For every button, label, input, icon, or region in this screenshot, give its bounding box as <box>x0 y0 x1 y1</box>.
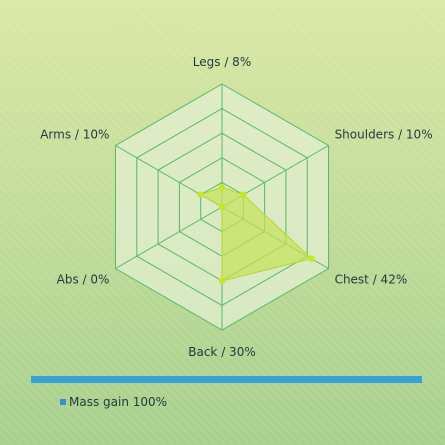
axis-label-arms: Arms / 10% <box>40 128 109 142</box>
data-point-abs[interactable] <box>218 203 226 211</box>
radar-series <box>197 184 315 285</box>
axis-labels: Legs / 8% Shoulders / 10% Chest / 42% Back … <box>40 55 432 359</box>
legend-label[interactable]: Mass gain 100% <box>69 395 167 409</box>
legend-swatch <box>60 399 66 405</box>
legend: Mass gain 100% <box>31 376 422 409</box>
axis-label-legs: Legs / 8% <box>193 55 251 69</box>
axis-label-chest: Chest / 42% <box>335 273 408 287</box>
spoke-abs <box>115 206 223 269</box>
data-point-shoulders[interactable] <box>240 191 247 198</box>
axis-label-shoulders: Shoulders / 10% <box>335 128 433 142</box>
legend-bar <box>31 376 422 383</box>
axis-label-back: Back / 30% <box>188 345 255 359</box>
axis-label-abs: Abs / 0% <box>57 273 110 287</box>
data-point-back[interactable] <box>218 277 226 285</box>
data-point-legs[interactable] <box>218 184 226 191</box>
data-point-chest[interactable] <box>308 255 315 262</box>
data-point-arms[interactable] <box>197 191 204 198</box>
